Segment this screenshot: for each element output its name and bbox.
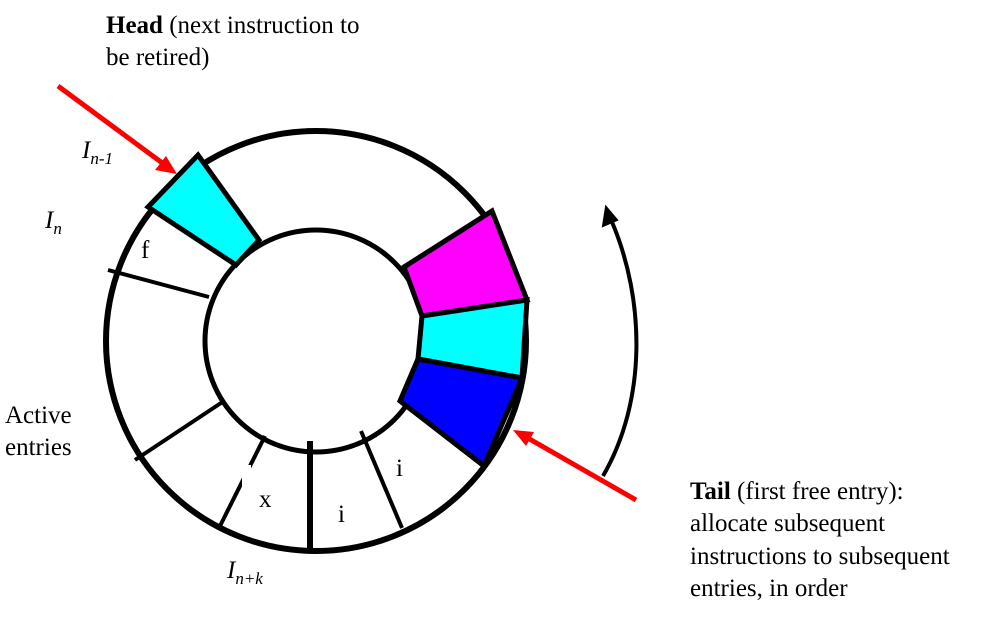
label-i-n: In — [44, 207, 62, 238]
entry-label-i-bottom: i — [338, 501, 345, 528]
entry-label-i-right: i — [396, 455, 403, 482]
head-label-line2: be retired) — [106, 44, 209, 71]
label-i-n-sub: n — [53, 219, 62, 238]
divider-line — [216, 435, 267, 531]
tail-label-bold: Tail — [690, 478, 731, 505]
tail-label-line2: allocate subsequent — [690, 510, 885, 537]
tail-entry-blue — [396, 356, 526, 470]
head-label-line1: Head (next instruction to — [106, 12, 359, 39]
label-i-n-minus-1-base: I — [81, 137, 92, 164]
head-label-rest: (next instruction to — [163, 12, 360, 39]
label-i-n-minus-1-sub: n-1 — [90, 149, 113, 168]
label-i-n-base: I — [44, 207, 55, 234]
divider-line — [107, 268, 210, 299]
tail-label-line4: entries, in order — [690, 575, 848, 602]
head-arrow-shaft — [56, 83, 167, 168]
head-label-bold: Head — [106, 12, 163, 39]
entry-label-x: x — [259, 486, 272, 513]
active-entries-line1: Active — [5, 402, 72, 429]
direction-arrow-head — [601, 204, 619, 228]
tail-label-rest: (first free entry): — [731, 478, 904, 505]
divider-line — [133, 399, 226, 462]
tail-arrow-shaft — [524, 434, 638, 503]
label-i-n-plus-k-sub: n+k — [235, 569, 263, 588]
head-arrow-tip — [155, 156, 177, 174]
entry-magenta — [400, 207, 531, 319]
gap-mark — [242, 465, 251, 487]
label-i-n-minus-1: In-1 — [81, 137, 113, 168]
entry-dividers — [107, 268, 404, 552]
active-entries-line2: entries — [5, 434, 72, 461]
entry-label-f: f — [141, 237, 150, 264]
tail-label-line1: Tail (first free entry): — [690, 478, 904, 505]
label-i-n-plus-k-base: I — [226, 557, 237, 584]
tail-arrow-tip — [513, 430, 534, 446]
divider-line — [359, 430, 404, 529]
tail-label-line3: instructions to subsequent — [690, 543, 950, 570]
direction-arrow-shaft — [601, 221, 639, 478]
label-i-n-plus-k: In+k — [226, 557, 263, 588]
head-entry-cyan — [144, 151, 263, 269]
